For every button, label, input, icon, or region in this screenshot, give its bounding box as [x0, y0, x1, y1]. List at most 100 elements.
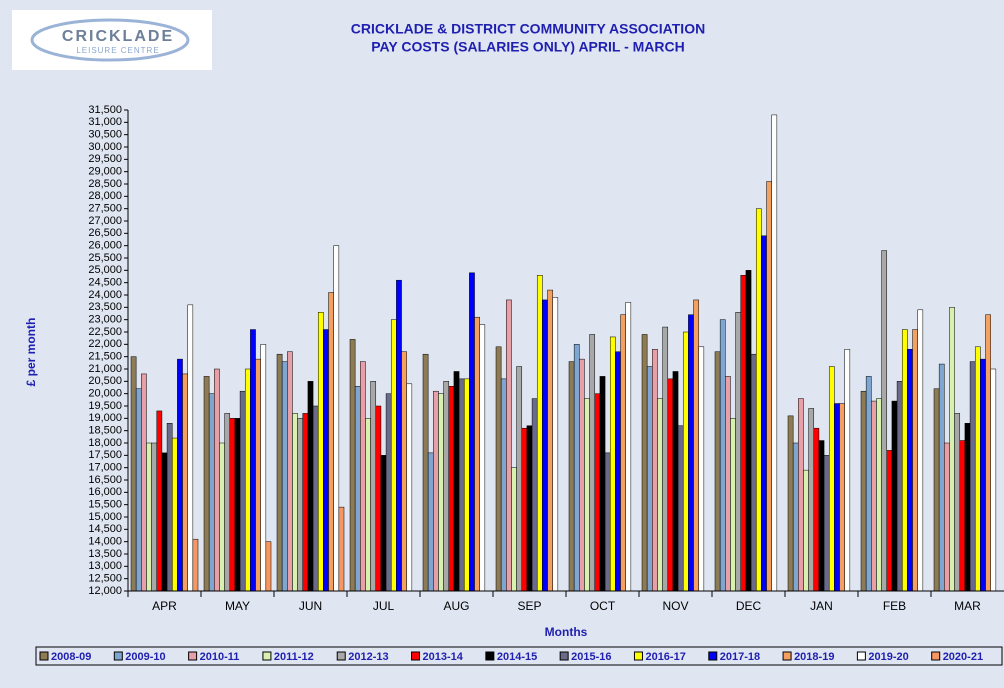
bar: [667, 378, 674, 592]
legend-swatch: [782, 651, 792, 661]
bar: [714, 351, 721, 592]
bar: [568, 361, 575, 592]
bar: [375, 405, 382, 592]
bar: [281, 361, 288, 592]
y-tick-label: 15,500: [88, 499, 122, 511]
bar: [771, 114, 778, 592]
bar: [495, 346, 502, 592]
y-tick-label: 20,500: [88, 375, 122, 387]
x-tick-label: MAR: [954, 599, 981, 613]
bar: [725, 376, 731, 592]
logo-name: CRICKLADE: [62, 28, 174, 45]
legend-box: [35, 646, 1003, 666]
bar: [813, 427, 820, 592]
bar: [828, 366, 835, 592]
legend-swatch: [931, 651, 941, 661]
bar: [969, 361, 976, 592]
x-axis-label: Months: [545, 625, 588, 639]
bar: [625, 302, 632, 592]
bar: [287, 351, 293, 592]
y-tick-label: 30,000: [88, 141, 122, 153]
bar: [234, 418, 241, 592]
y-tick-label: 31,500: [88, 104, 122, 116]
bar: [214, 368, 220, 592]
bar: [677, 425, 684, 592]
bar: [876, 398, 882, 592]
bar: [944, 442, 950, 592]
y-tick-label: 21,500: [88, 351, 122, 363]
bar: [688, 314, 694, 592]
x-tick-label: JAN: [810, 599, 833, 613]
bar: [672, 371, 679, 592]
bar: [865, 376, 872, 592]
bar: [130, 356, 137, 592]
bar: [302, 413, 309, 592]
y-tick-label: 30,500: [88, 129, 122, 141]
bar: [584, 398, 590, 592]
y-tick-label: 24,000: [88, 289, 122, 301]
y-tick-label: 28,500: [88, 178, 122, 190]
y-tick-label: 18,000: [88, 437, 122, 449]
bar: [385, 393, 392, 592]
bar: [135, 388, 142, 592]
bar: [474, 316, 480, 592]
bar: [959, 440, 966, 592]
y-tick-label: 13,000: [88, 560, 122, 572]
bar: [317, 312, 324, 592]
x-tick-label: JUL: [373, 599, 395, 613]
y-tick-label: 31,000: [88, 116, 122, 128]
y-tick-label: 18,500: [88, 425, 122, 437]
y-tick-label: 16,000: [88, 486, 122, 498]
bar: [365, 418, 371, 592]
bar: [542, 299, 548, 592]
legend-label: 2016-17: [645, 651, 685, 663]
bar: [719, 319, 726, 592]
bar: [203, 376, 210, 592]
legend-swatch: [113, 651, 123, 661]
bar: [166, 423, 173, 592]
bar: [219, 442, 225, 592]
bar: [500, 378, 507, 592]
y-tick-label: 26,500: [88, 227, 122, 239]
bar: [333, 245, 340, 592]
bar: [871, 400, 877, 592]
y-tick-label: 16,500: [88, 474, 122, 486]
y-tick-label: 14,500: [88, 523, 122, 535]
bar: [787, 415, 794, 592]
legend-swatch: [336, 651, 346, 661]
legend-label: 2015-16: [571, 651, 611, 663]
bar: [881, 250, 888, 592]
bar: [526, 425, 533, 592]
legend-label: 2011-12: [274, 651, 314, 663]
legend-swatch: [39, 651, 49, 661]
y-tick-label: 20,000: [88, 388, 122, 400]
bar: [844, 349, 851, 592]
y-tick-label: 13,500: [88, 548, 122, 560]
legend-swatch: [633, 651, 643, 661]
x-tick-label: DEC: [736, 599, 762, 613]
logo-swoosh: [30, 18, 190, 62]
legend-swatch: [485, 651, 495, 661]
bar: [735, 312, 742, 592]
y-tick-label: 24,500: [88, 277, 122, 289]
bar: [750, 353, 757, 592]
bar: [834, 403, 840, 592]
bar: [798, 398, 804, 592]
y-tick-label: 28,000: [88, 190, 122, 202]
bar: [370, 381, 377, 592]
bar: [579, 358, 585, 592]
y-tick-label: 29,000: [88, 166, 122, 178]
y-tick-label: 25,000: [88, 264, 122, 276]
bar: [980, 358, 986, 592]
bar: [260, 344, 267, 592]
bar: [360, 361, 366, 592]
y-tick-label: 21,000: [88, 363, 122, 375]
bar: [422, 353, 429, 592]
bar: [141, 373, 147, 592]
bar: [766, 181, 772, 592]
bar: [438, 393, 444, 592]
y-tick-label: 17,500: [88, 449, 122, 461]
bar: [823, 455, 830, 592]
logo-subtitle: LEISURE CENTRE: [76, 46, 159, 55]
bar: [390, 319, 397, 592]
